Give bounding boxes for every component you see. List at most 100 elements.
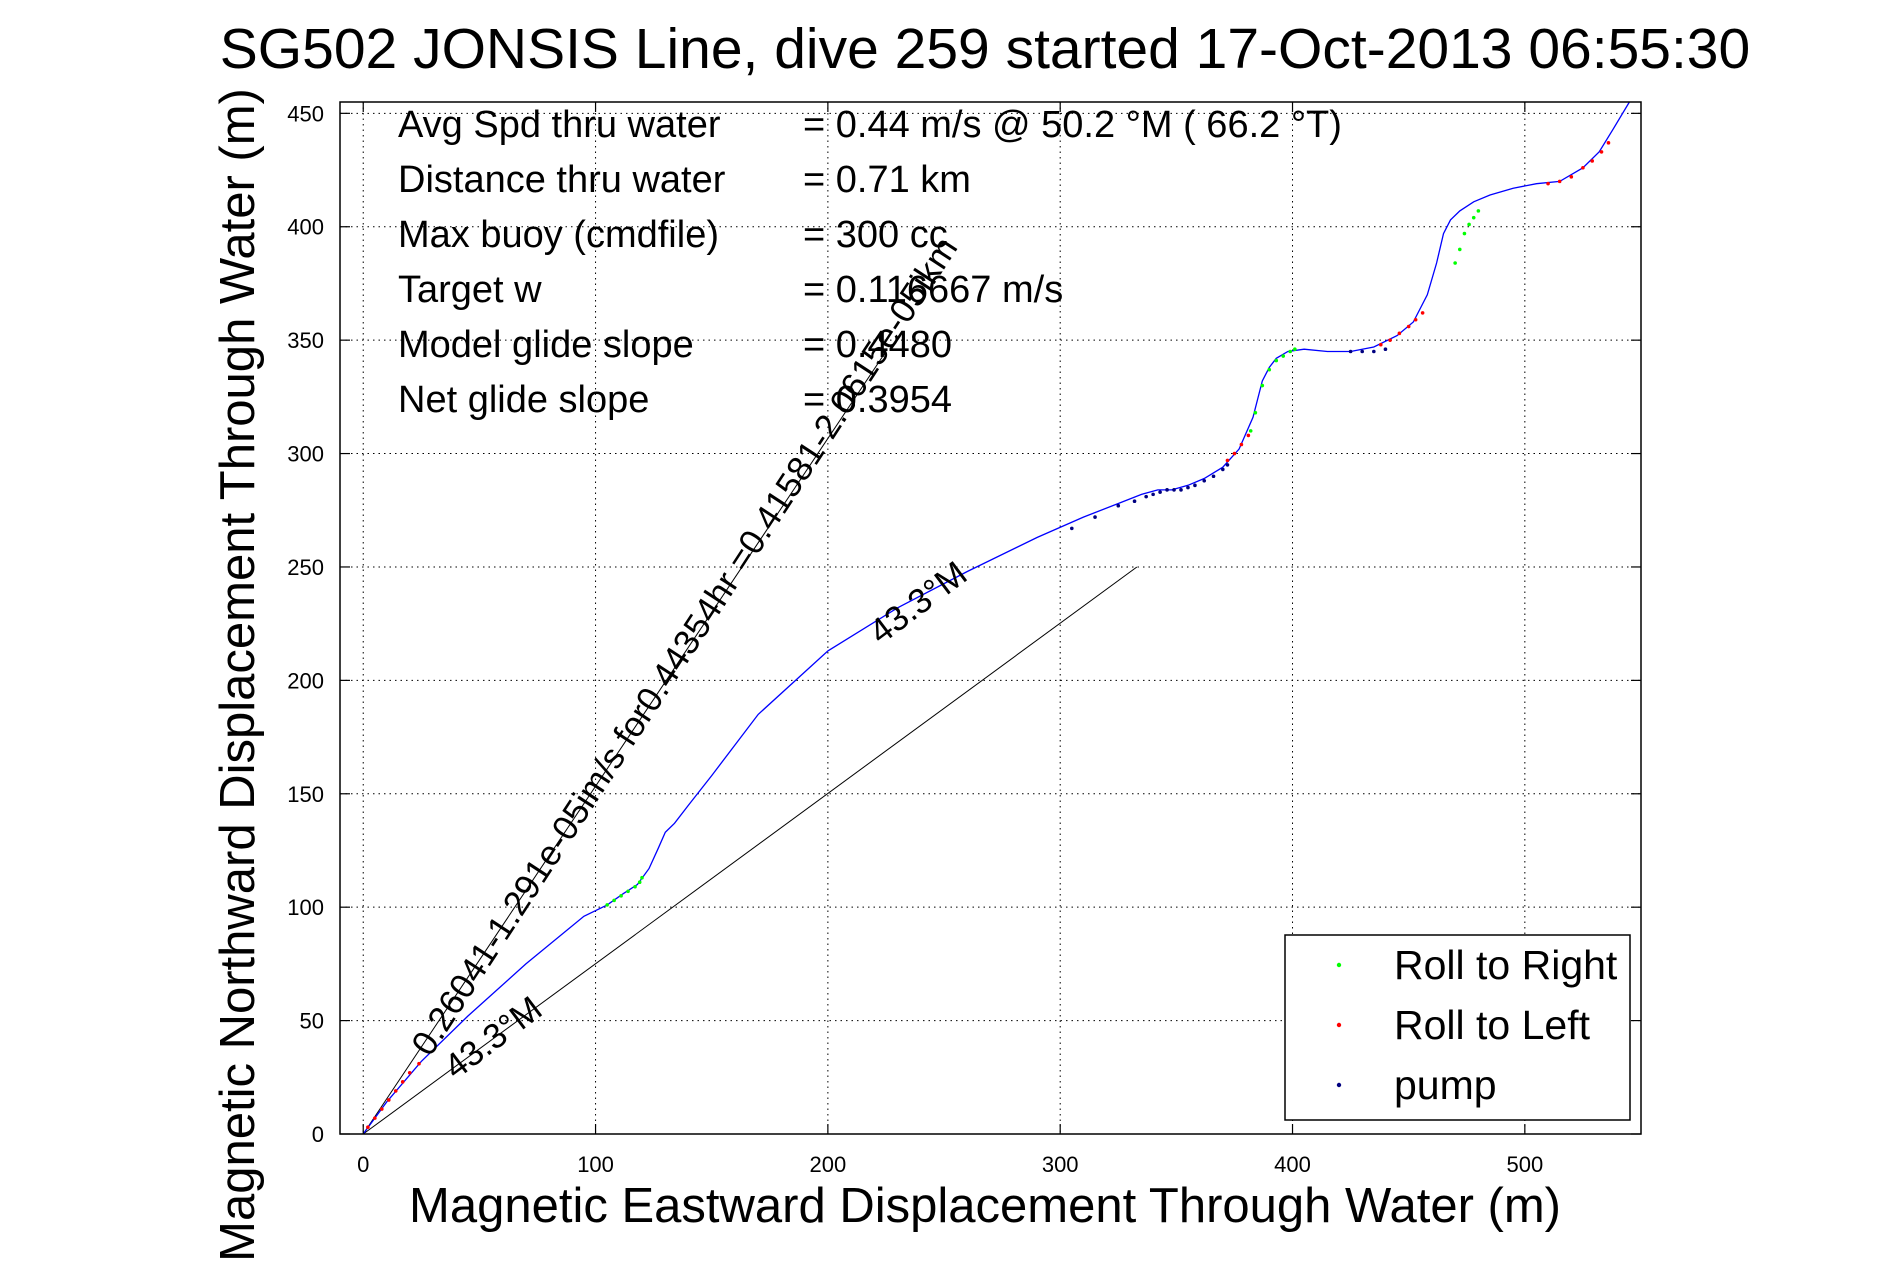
marker-pump [1186, 485, 1190, 490]
marker-roll-to-right [1281, 354, 1286, 358]
marker-pump [1165, 488, 1169, 492]
marker-roll-to-right [1467, 222, 1471, 227]
stat-value: = 0.44 m/s @ 50.2 °M ( 66.2 °T) [803, 104, 1342, 146]
stat-label: Max buoy (cmdfile) [398, 214, 719, 256]
stat-label: Distance thru water [398, 159, 726, 201]
x-tick-label: 300 [1042, 1152, 1079, 1177]
marker-roll-to-left [1246, 433, 1251, 438]
marker-pump [1172, 488, 1176, 492]
marker-pump [1193, 483, 1197, 488]
marker-roll-to-left [393, 1089, 398, 1093]
y-tick-label: 50 [300, 1009, 324, 1034]
marker-pump [1211, 474, 1216, 479]
marker-roll-to-left [1239, 442, 1244, 447]
x-tick-label: 100 [577, 1152, 614, 1177]
marker-roll-to-right [640, 875, 644, 880]
marker-roll-to-left [386, 1098, 391, 1102]
marker-pump [1144, 494, 1148, 499]
legend-label: pump [1394, 1062, 1497, 1108]
marker-roll-to-right [1253, 410, 1258, 415]
marker-pump [1372, 349, 1376, 354]
stat-value: = 0.116667 m/s [803, 269, 1063, 311]
axis-ticks [340, 102, 1641, 1135]
marker-roll-to-right [1453, 261, 1457, 265]
stat-value: = 0.3954 [803, 379, 952, 421]
y-tick-label: 250 [287, 555, 324, 580]
marker-roll-to-left [400, 1080, 405, 1084]
x-tick-label: 400 [1274, 1152, 1311, 1177]
legend-label: Roll to Right [1394, 942, 1618, 988]
glider-track [362, 101, 1630, 1135]
marker-roll-to-left [1606, 141, 1611, 145]
marker-roll-to-left [1569, 175, 1574, 179]
marker-roll-to-right [1293, 347, 1297, 352]
marker-roll-to-left [1581, 165, 1585, 170]
marker-roll-to-left [1590, 159, 1595, 163]
legend-marker [1336, 1082, 1342, 1088]
y-tick-label: 350 [287, 328, 324, 353]
marker-roll-to-right [633, 884, 637, 889]
legend-marker [1336, 1022, 1342, 1028]
stat-label: Model glide slope [398, 324, 694, 366]
series-markers [366, 141, 1611, 1129]
stat-value: = 0.4480 [803, 324, 952, 366]
marker-roll-to-left [1413, 317, 1418, 322]
marker-pump [1202, 478, 1207, 483]
reference-lines [362, 351, 1138, 1135]
marker-roll-to-left [1388, 338, 1392, 342]
y-tick-label: 0 [312, 1122, 324, 1147]
marker-roll-to-right [619, 894, 623, 898]
plot-frame [339, 101, 1642, 1135]
marker-roll-to-right [1260, 383, 1265, 388]
x-tick-label: 200 [810, 1152, 847, 1177]
marker-roll-to-left [1232, 451, 1237, 456]
marker-roll-to-left [407, 1070, 412, 1075]
marker-pump [1070, 526, 1074, 531]
marker-roll-to-right [1471, 215, 1476, 220]
stat-label: Target w [398, 269, 542, 311]
marker-roll-to-left [417, 1061, 421, 1066]
y-tick-label: 300 [287, 442, 324, 467]
marker-roll-to-right [626, 889, 630, 894]
marker-roll-to-left [1546, 181, 1550, 186]
marker-roll-to-right [612, 898, 616, 903]
marker-pump [1179, 488, 1183, 492]
marker-roll-to-left [1379, 342, 1383, 347]
stat-value: = 300 cc [803, 214, 948, 256]
marker-roll-to-right [1274, 358, 1279, 363]
y-tick-label: 100 [287, 895, 324, 920]
marker-roll-to-left [1397, 331, 1402, 336]
marker-pump [1221, 467, 1225, 472]
marker-roll-to-left [1225, 458, 1230, 463]
marker-roll-to-right [1288, 349, 1292, 354]
y-axis-label: Magnetic Northward Displacement Through … [211, 88, 265, 1262]
marker-pump [1116, 503, 1121, 508]
marker-pump [1383, 347, 1388, 352]
marker-roll-to-left [1599, 150, 1604, 154]
marker-roll-to-left [1420, 311, 1425, 315]
marker-roll-to-right [1457, 247, 1462, 252]
y-tick-label: 200 [287, 668, 324, 693]
x-tick-label: 0 [357, 1152, 369, 1177]
marker-roll-to-left [1406, 324, 1411, 329]
marker-pump [1132, 499, 1137, 503]
marker-pump [1151, 492, 1155, 497]
marker-roll-to-left [1557, 179, 1562, 184]
marker-roll-to-right [637, 880, 642, 885]
marker-roll-to-left [373, 1116, 377, 1120]
tick-labels: 0 100 200 300 400 500 0 50 100 150 200 250 300 350 400… [287, 101, 1543, 1177]
marker-roll-to-left [380, 1107, 384, 1111]
marker-roll-to-left [366, 1125, 370, 1129]
legend-label: Roll to Left [1394, 1002, 1591, 1048]
y-tick-label: 450 [287, 101, 324, 126]
legend-marker [1336, 962, 1342, 968]
marker-pump [1158, 490, 1162, 494]
y-tick-label: 150 [287, 782, 324, 807]
marker-roll-to-right [605, 903, 609, 907]
marker-pump [1360, 349, 1365, 354]
track-layer [362, 101, 1630, 1135]
marker-roll-to-right [1248, 429, 1253, 433]
y-tick-label: 400 [287, 215, 324, 240]
stat-label: Net glide slope [398, 379, 649, 421]
x-tick-label: 500 [1506, 1152, 1543, 1177]
